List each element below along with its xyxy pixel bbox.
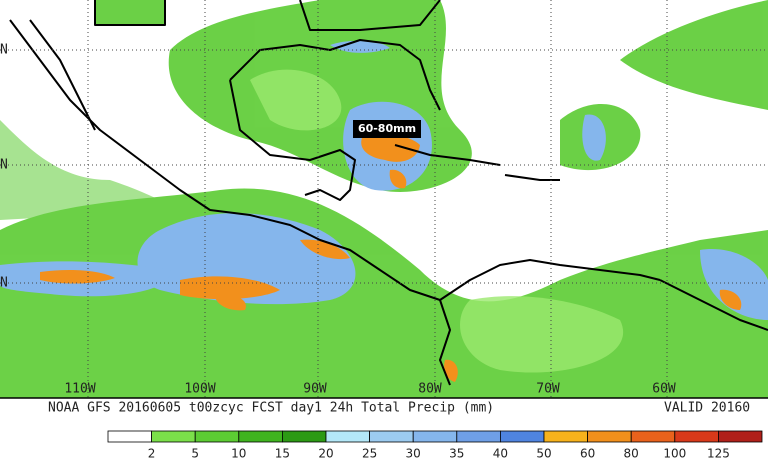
longitude-label: 60W bbox=[652, 382, 676, 397]
colorbar-label: 2 bbox=[148, 447, 156, 461]
colorbar-cell bbox=[456, 430, 501, 443]
colorbar-label: 20 bbox=[318, 447, 333, 461]
colorbar-label: 15 bbox=[275, 447, 290, 461]
annotation-box bbox=[353, 120, 421, 138]
latitude-labels: N N N bbox=[0, 43, 8, 291]
longitude-label: 100W bbox=[184, 382, 215, 397]
colorbar-label: 40 bbox=[493, 447, 508, 461]
colorbar-cell bbox=[151, 430, 196, 443]
colorbar-label: 100 bbox=[663, 447, 686, 461]
colorbar-label: 10 bbox=[231, 447, 246, 461]
colorbar-cell bbox=[674, 430, 719, 443]
colorbar-label: 125 bbox=[707, 447, 730, 461]
colorbar-cell bbox=[543, 430, 588, 443]
colorbar-cell bbox=[369, 430, 414, 443]
colorbar-label: 60 bbox=[580, 447, 595, 461]
longitude-labels: 110W 100W 90W 80W 70W 60W bbox=[64, 382, 676, 397]
colorbar: 2 5 10 15 20 25 30 35 40 50 60 80 100 125 bbox=[107, 430, 763, 461]
colorbar-cell bbox=[281, 430, 327, 443]
colorbar-label: 80 bbox=[624, 447, 639, 461]
rain-green bbox=[0, 0, 768, 398]
colorbar-cell bbox=[325, 430, 370, 443]
colorbar-cell bbox=[587, 430, 632, 443]
longitude-label: 70W bbox=[536, 382, 560, 397]
colorbar-cell bbox=[412, 430, 458, 443]
latitude-label: N bbox=[0, 276, 8, 291]
colorbar-label: 35 bbox=[449, 447, 464, 461]
colorbar-cell bbox=[107, 430, 152, 443]
coastlines bbox=[9, 0, 768, 386]
colorbar-cell bbox=[630, 430, 676, 443]
grid-lines bbox=[0, 0, 768, 398]
colorbar-label: 25 bbox=[362, 447, 377, 461]
valid-time: VALID 20160 bbox=[664, 401, 750, 416]
latitude-label: N bbox=[0, 158, 8, 173]
longitude-label: 110W bbox=[64, 382, 95, 397]
colorbar-cell bbox=[718, 430, 763, 443]
colorbar-label: 5 bbox=[191, 447, 199, 461]
colorbar-cell bbox=[499, 430, 545, 443]
annotation: 60-80mm bbox=[358, 122, 416, 135]
latitude-label: N bbox=[0, 43, 8, 58]
colorbar-label: 50 bbox=[536, 447, 551, 461]
longitude-label: 90W bbox=[303, 382, 327, 397]
colorbar-cell bbox=[194, 430, 240, 443]
caption: NOAA GFS 20160605 t00zcyc FCST day1 24h … bbox=[48, 401, 494, 416]
longitude-label: 80W bbox=[418, 382, 442, 397]
colorbar-cell bbox=[238, 430, 283, 443]
colorbar-label: 30 bbox=[406, 447, 421, 461]
